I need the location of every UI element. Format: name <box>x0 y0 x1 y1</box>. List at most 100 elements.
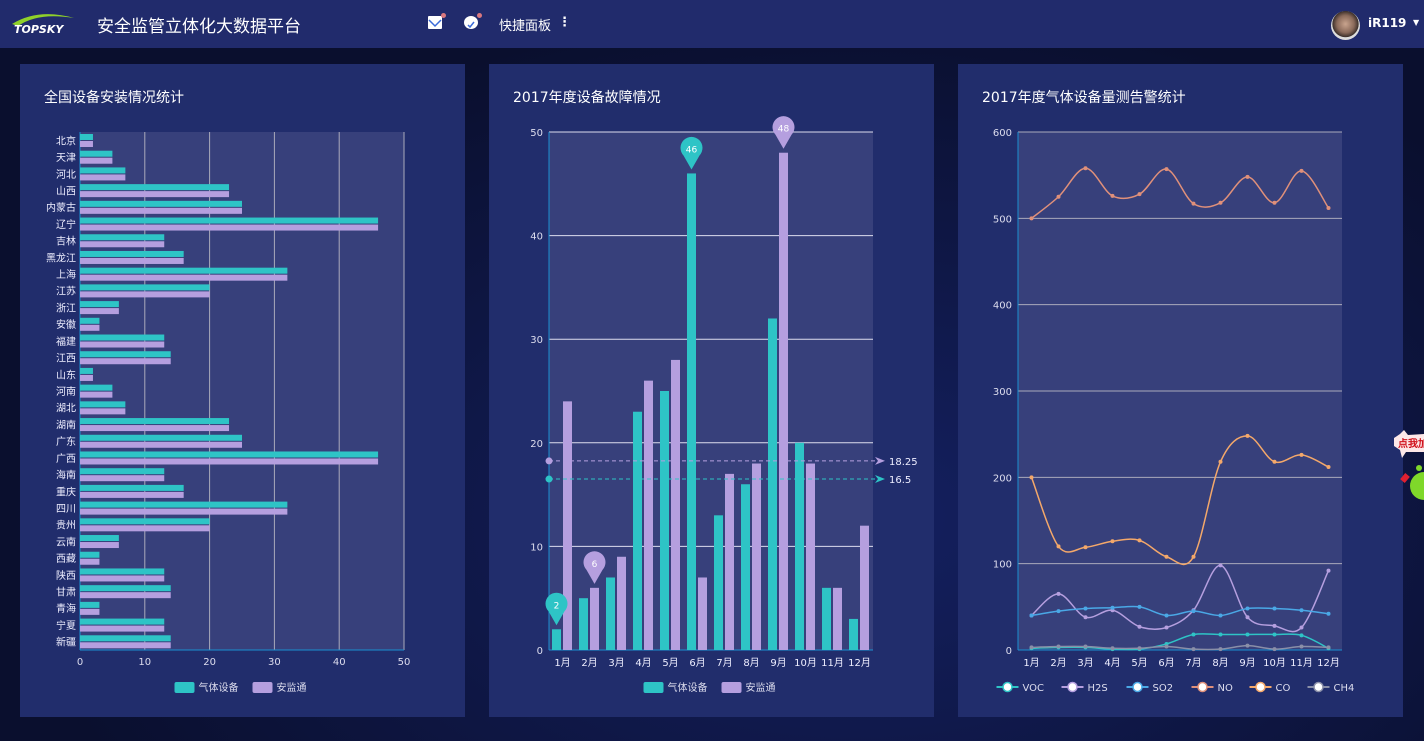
bar-ajt <box>725 473 734 650</box>
data-point <box>1083 545 1088 550</box>
x-tick-label: 1月 <box>554 657 570 669</box>
legend-swatch <box>643 682 664 693</box>
gas-alarm-line-chart: 0 100 200 300 400 500 600 1月 2月 3月 4月 5月 6月 7月 8月 9月 10月… <box>993 128 1354 694</box>
data-point <box>1299 644 1304 649</box>
topsky-logo[interactable]: TOPSKY <box>8 10 78 38</box>
y-tick-label: 山东 <box>56 368 76 381</box>
bar-gas <box>80 301 119 308</box>
data-point <box>1218 200 1223 205</box>
bar-ajt <box>80 174 126 181</box>
y-tick-label: 湖南 <box>56 418 76 431</box>
x-tick-label: 6月 <box>1158 657 1174 669</box>
panel-fault-stats: 2017年度设备故障情况 0 10 20 30 40 50 1月 2月 3月 4月 5月 6月 7月 8月… <box>489 64 934 717</box>
y-tick-label: 400 <box>993 301 1012 312</box>
mean-arrow-icon <box>875 475 885 484</box>
bar-gas <box>579 598 588 650</box>
y-tick-label: 新疆 <box>56 636 76 649</box>
bar-ajt <box>80 542 119 549</box>
mean-start-dot <box>545 475 553 483</box>
fault-bar-chart: 0 10 20 30 40 50 1月 2月 3月 4月 5月 6月 7月 8月 9月 10月 11月 12月 16… <box>530 116 918 694</box>
x-tick-label: 5月 <box>662 657 678 669</box>
bar-gas <box>741 484 750 650</box>
x-tick-label: 3月 <box>608 657 624 669</box>
bar-gas <box>80 250 184 257</box>
x-tick-label: 20 <box>203 657 216 668</box>
y-tick-label: 辽宁 <box>56 218 76 231</box>
data-point <box>1245 174 1250 179</box>
data-point <box>1164 554 1169 559</box>
data-point <box>1164 613 1169 618</box>
bar-gas <box>80 234 165 241</box>
bar-ajt <box>80 408 126 415</box>
bar-gas <box>80 200 242 207</box>
panel-title: 2017年度气体设备量测告警统计 <box>982 90 1186 106</box>
y-tick-label: 200 <box>993 473 1012 484</box>
y-tick-label: 海南 <box>56 469 76 482</box>
bar-gas <box>80 585 171 592</box>
check-circle-icon[interactable] <box>464 13 482 29</box>
markpoint-label: 46 <box>686 145 698 155</box>
x-tick-label: 10 <box>138 657 151 668</box>
bar-ajt <box>80 358 171 365</box>
bar-ajt <box>80 191 230 198</box>
bar-ajt <box>833 587 842 650</box>
bar-ajt <box>80 224 379 231</box>
data-point <box>1272 606 1277 611</box>
bar-gas <box>80 401 126 408</box>
y-tick-label: 40 <box>530 232 543 243</box>
y-tick-label: 湖北 <box>56 403 76 415</box>
bar-gas <box>80 535 119 542</box>
data-point <box>1326 205 1331 210</box>
data-point <box>1029 613 1034 618</box>
data-point <box>1272 632 1277 637</box>
y-tick-label: 重庆 <box>56 485 76 498</box>
floating-widget[interactable]: 点我加 <box>1392 430 1424 530</box>
data-point <box>1164 644 1169 649</box>
legend-label: H2S <box>1088 683 1108 694</box>
data-point <box>1191 632 1196 637</box>
y-tick-label: 黑龙江 <box>46 251 76 264</box>
bar-gas <box>80 468 165 475</box>
markpoint-pin <box>772 116 795 149</box>
y-tick-label: 江苏 <box>56 285 76 298</box>
x-tick-label: 6月 <box>689 657 705 669</box>
legend-label: 气体设备 <box>668 681 708 694</box>
y-tick-label: 0 <box>1006 646 1012 657</box>
bar-ajt <box>80 341 165 348</box>
legend-label: CO <box>1276 683 1291 694</box>
y-tick-label: 甘肃 <box>56 586 76 599</box>
bar-ajt <box>779 152 788 650</box>
bar-ajt <box>590 587 599 650</box>
install-bar-chart: 0 10 20 30 40 50 北京天津河北山西内蒙古辽宁吉林黑龙江上海江苏浙江安徽福建江… <box>46 132 410 694</box>
mail-icon[interactable] <box>428 13 446 29</box>
username[interactable]: iR119 <box>1368 16 1407 30</box>
quick-panel-menu[interactable]: 快捷面板 <box>499 19 552 34</box>
bar-ajt <box>80 257 184 264</box>
y-tick-label: 河北 <box>56 169 76 181</box>
caret-down-icon[interactable]: ▼ <box>1413 18 1420 27</box>
more-vertical-icon[interactable]: ⋮ <box>558 15 571 30</box>
panel-title: 全国设备安装情况统计 <box>44 90 184 106</box>
data-point <box>1299 625 1304 630</box>
data-point <box>1218 647 1223 652</box>
bar-gas <box>80 518 210 525</box>
data-point <box>1326 645 1331 650</box>
bar-gas <box>80 551 100 558</box>
x-tick-label: 7月 <box>716 657 732 669</box>
y-tick-label: 天津 <box>56 152 76 164</box>
y-tick-label: 四川 <box>56 504 76 515</box>
data-point <box>1272 647 1277 652</box>
avatar[interactable] <box>1331 11 1360 40</box>
y-tick-label: 西藏 <box>56 553 76 565</box>
data-point <box>1029 475 1034 480</box>
bar-ajt <box>80 458 379 465</box>
legend-marker <box>1002 681 1013 693</box>
bar-gas <box>80 284 210 291</box>
y-tick-label: 300 <box>993 387 1012 398</box>
bar-gas <box>80 568 165 575</box>
y-tick-label: 500 <box>993 214 1012 225</box>
panel-install-stats: 全国设备安装情况统计 0 10 20 30 40 50 北京 天津 河北 山西 内蒙古 辽宁 吉林 黑龙江… <box>20 64 465 717</box>
data-point <box>1218 459 1223 464</box>
x-tick-label: 8月 <box>743 657 759 669</box>
bar-gas <box>552 629 561 650</box>
